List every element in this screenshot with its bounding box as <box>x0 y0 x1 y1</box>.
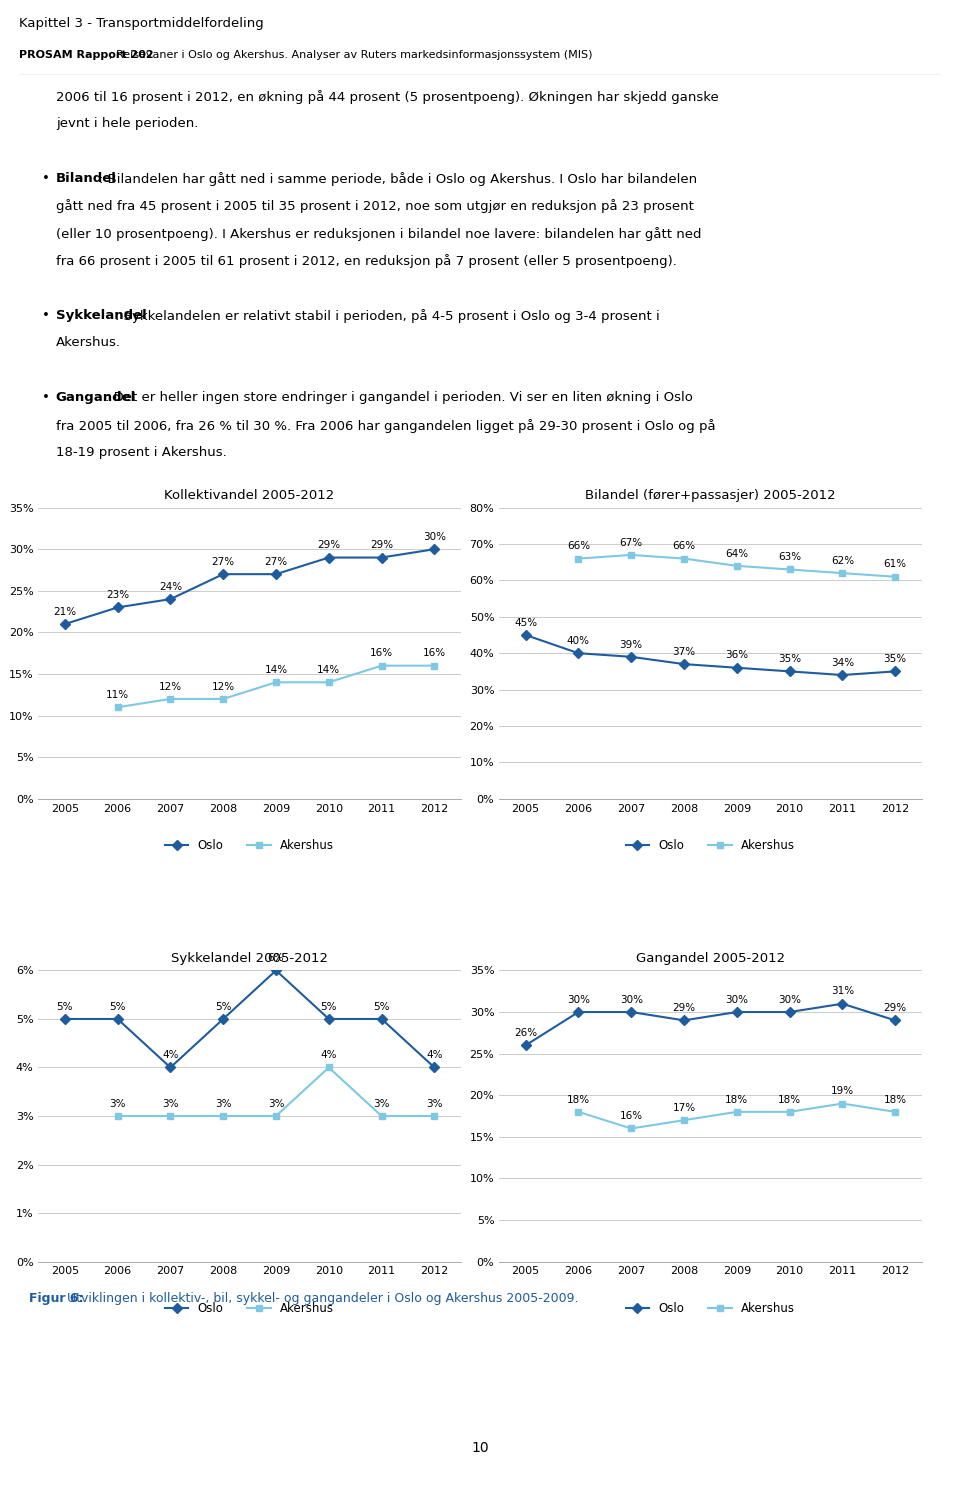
Text: 16%: 16% <box>619 1111 643 1121</box>
Text: 67%: 67% <box>619 537 643 548</box>
Text: 12%: 12% <box>211 682 235 691</box>
Text: Gangandel: Gangandel <box>56 391 136 405</box>
Text: 37%: 37% <box>672 646 696 657</box>
Text: fra 2005 til 2006, fra 26 % til 30 %. Fra 2006 har gangandelen ligget på 29-30 p: fra 2005 til 2006, fra 26 % til 30 %. Fr… <box>56 418 715 433</box>
Text: PROSAM Rapport 202: PROSAM Rapport 202 <box>19 51 154 60</box>
Text: 27%: 27% <box>211 557 235 567</box>
Text: 3%: 3% <box>426 1099 443 1109</box>
Text: , Reisevaner i Oslo og Akershus. Analyser av Ruters markedsinformasjonssystem (M: , Reisevaner i Oslo og Akershus. Analyse… <box>109 51 592 60</box>
Text: 31%: 31% <box>830 987 854 996</box>
Text: •: • <box>42 172 50 185</box>
Text: 6%: 6% <box>268 953 284 963</box>
Text: 63%: 63% <box>778 552 802 563</box>
Text: 5%: 5% <box>373 1002 390 1012</box>
Text: 3%: 3% <box>268 1099 284 1109</box>
Text: Sykkelandel: Sykkelandel <box>56 309 147 322</box>
Text: 4%: 4% <box>162 1050 179 1060</box>
Text: 11%: 11% <box>106 690 130 700</box>
Text: •: • <box>42 391 50 405</box>
Text: 16%: 16% <box>370 648 394 658</box>
Legend: Oslo, Akershus: Oslo, Akershus <box>621 835 800 857</box>
Text: 30%: 30% <box>726 994 748 1005</box>
Text: 30%: 30% <box>620 994 642 1005</box>
Title: Bilandel (fører+passasjer) 2005-2012: Bilandel (fører+passasjer) 2005-2012 <box>585 490 836 502</box>
Text: 18%: 18% <box>883 1094 907 1105</box>
Text: jevnt i hele perioden.: jevnt i hele perioden. <box>56 116 199 130</box>
Title: Gangandel 2005-2012: Gangandel 2005-2012 <box>636 953 785 964</box>
Text: 5%: 5% <box>109 1002 126 1012</box>
Text: gått ned fra 45 prosent i 2005 til 35 prosent i 2012, noe som utgjør en reduksjo: gått ned fra 45 prosent i 2005 til 35 pr… <box>56 200 694 213</box>
Text: fra 66 prosent i 2005 til 61 prosent i 2012, en reduksjon på 7 prosent (eller 5 : fra 66 prosent i 2005 til 61 prosent i 2… <box>56 254 677 269</box>
Legend: Oslo, Akershus: Oslo, Akershus <box>621 1297 800 1320</box>
Text: 39%: 39% <box>619 639 643 649</box>
Text: 64%: 64% <box>725 548 749 558</box>
Text: Figur 6:: Figur 6: <box>29 1293 84 1305</box>
Text: 14%: 14% <box>264 664 288 675</box>
Text: 17%: 17% <box>672 1103 696 1112</box>
Text: 3%: 3% <box>215 1099 231 1109</box>
Text: 29%: 29% <box>672 1003 696 1014</box>
Legend: Oslo, Akershus: Oslo, Akershus <box>160 835 339 857</box>
Text: 30%: 30% <box>423 532 445 542</box>
Text: 29%: 29% <box>883 1003 907 1014</box>
Legend: Oslo, Akershus: Oslo, Akershus <box>160 1297 339 1320</box>
Text: (eller 10 prosentpoeng). I Akershus er reduksjonen i bilandel noe lavere: biland: (eller 10 prosentpoeng). I Akershus er r… <box>56 227 702 240</box>
Text: 66%: 66% <box>566 542 590 551</box>
Text: •: • <box>42 309 50 322</box>
Text: 19%: 19% <box>830 1087 854 1096</box>
Title: Sykkelandel 2005-2012: Sykkelandel 2005-2012 <box>171 953 328 964</box>
Text: Kapittel 3 - Transportmiddelfordeling: Kapittel 3 - Transportmiddelfordeling <box>19 16 264 30</box>
Text: Utviklingen i kollektiv-, bil, sykkel- og gangandeler i Oslo og Akershus 2005-20: Utviklingen i kollektiv-, bil, sykkel- o… <box>63 1293 579 1305</box>
Text: 29%: 29% <box>370 540 394 551</box>
Text: 5%: 5% <box>321 1002 337 1012</box>
Text: 21%: 21% <box>53 606 77 617</box>
Text: 18%: 18% <box>725 1094 749 1105</box>
Text: 10: 10 <box>471 1441 489 1456</box>
Text: 61%: 61% <box>883 560 907 569</box>
Text: 3%: 3% <box>162 1099 179 1109</box>
Text: 40%: 40% <box>567 636 589 646</box>
Text: 62%: 62% <box>830 555 854 566</box>
Text: 5%: 5% <box>215 1002 231 1012</box>
Text: 3%: 3% <box>373 1099 390 1109</box>
Text: 66%: 66% <box>672 542 696 551</box>
Text: 35%: 35% <box>883 654 907 664</box>
Text: 24%: 24% <box>158 582 182 591</box>
Text: Bilandel: Bilandel <box>56 172 117 185</box>
Text: 27%: 27% <box>264 557 288 567</box>
Text: : Sykkelandelen er relativt stabil i perioden, på 4-5 prosent i Oslo og 3-4 pros: : Sykkelandelen er relativt stabil i per… <box>115 309 660 322</box>
Text: 2006 til 16 prosent i 2012, en økning på 44 prosent (5 prosentpoeng). Økningen h: 2006 til 16 prosent i 2012, en økning på… <box>56 90 719 103</box>
Text: 16%: 16% <box>422 648 446 658</box>
Text: 26%: 26% <box>514 1029 538 1038</box>
Text: 35%: 35% <box>778 654 802 664</box>
Title: Kollektivandel 2005-2012: Kollektivandel 2005-2012 <box>164 490 335 502</box>
Text: 4%: 4% <box>426 1050 443 1060</box>
Text: 36%: 36% <box>725 651 749 660</box>
Text: : Bilandelen har gått ned i samme periode, både i Oslo og Akershus. I Oslo har b: : Bilandelen har gått ned i samme period… <box>99 172 697 187</box>
Text: 18%: 18% <box>778 1094 802 1105</box>
Text: 18%: 18% <box>566 1094 590 1105</box>
Text: 3%: 3% <box>109 1099 126 1109</box>
Text: 23%: 23% <box>106 590 130 600</box>
Text: 30%: 30% <box>779 994 801 1005</box>
Text: Akershus.: Akershus. <box>56 336 121 349</box>
Text: 45%: 45% <box>514 618 538 627</box>
Text: 29%: 29% <box>317 540 341 551</box>
Text: 14%: 14% <box>317 664 341 675</box>
Text: 12%: 12% <box>158 682 182 691</box>
Text: 4%: 4% <box>321 1050 337 1060</box>
Text: : Det er heller ingen store endringer i gangandel i perioden. Vi ser en liten øk: : Det er heller ingen store endringer i … <box>105 391 692 405</box>
Text: 5%: 5% <box>57 1002 73 1012</box>
Text: 34%: 34% <box>830 658 854 667</box>
Text: 30%: 30% <box>567 994 589 1005</box>
Text: 18-19 prosent i Akershus.: 18-19 prosent i Akershus. <box>56 446 227 458</box>
